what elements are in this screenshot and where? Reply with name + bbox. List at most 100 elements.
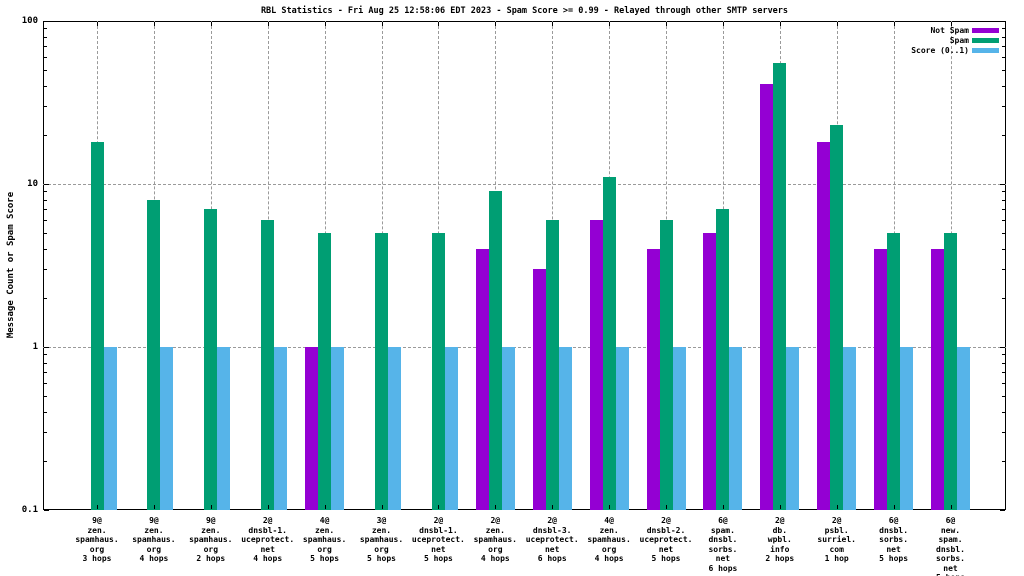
y-tick-mark (1000, 347, 1005, 348)
bar-not-spam (703, 233, 717, 510)
y-tick-mark (44, 46, 47, 48)
y-tick-mark (1002, 372, 1005, 374)
y-tick-mark (1002, 460, 1005, 462)
y-tick-mark (44, 248, 47, 250)
bar-score-0-1 (900, 347, 914, 510)
x-tick-mark (153, 505, 155, 509)
bar-spam (204, 209, 218, 510)
legend-row: Score (0..1) (911, 45, 999, 55)
x-tick-mark (438, 22, 440, 26)
bar-not-spam (646, 248, 660, 510)
bar-spam (431, 233, 445, 510)
legend: Not Spam Spam Score (0..1) (911, 26, 999, 55)
x-tick-mark (324, 505, 326, 509)
y-tick-mark (44, 297, 47, 299)
y-tick-mark (1002, 46, 1005, 48)
legend-row: Not Spam (911, 26, 999, 36)
x-tick-label: 2@ psbl. surriel. com 1 hop (817, 516, 856, 563)
x-tick-label: 2@ dnsbl-1. uceprotect. net 5 hops (411, 516, 465, 563)
bar-score-0-1 (786, 347, 800, 510)
bar-spam (488, 191, 502, 510)
legend-label: Not Spam (930, 26, 969, 36)
y-tick-mark (44, 106, 47, 108)
y-tick-mark (44, 21, 49, 22)
y-tick-mark (1002, 134, 1005, 136)
y-tick-mark (44, 432, 47, 434)
x-tick-mark (836, 505, 838, 509)
x-tick-mark (552, 22, 554, 26)
y-tick-mark (1000, 184, 1005, 185)
bar-score-0-1 (615, 347, 629, 510)
bar-score-0-1 (274, 347, 288, 510)
x-tick-mark (779, 505, 781, 509)
y-tick-mark (44, 36, 47, 38)
bar-spam (944, 233, 957, 510)
bar-spam (659, 220, 673, 510)
x-tick-mark (836, 22, 838, 26)
x-tick-mark (950, 505, 952, 509)
x-tick-mark (666, 22, 667, 26)
x-tick-label: 4@ zen. spamhaus. org 5 hops (302, 516, 347, 563)
y-tick-mark (1002, 36, 1005, 38)
bar-not-spam (817, 142, 831, 510)
legend-label: Spam (949, 36, 969, 46)
y-tick-mark (44, 347, 49, 348)
y-tick-mark (44, 396, 47, 398)
y-tick-mark (1002, 383, 1005, 385)
y-tick-mark (44, 209, 47, 211)
legend-row: Spam (911, 36, 999, 46)
y-tick-mark (44, 383, 47, 385)
y-tick-mark (1002, 269, 1005, 271)
bar-score-0-1 (103, 347, 117, 510)
y-tick-mark (44, 233, 47, 235)
y-tick-mark (44, 460, 47, 462)
y-tick-mark (44, 134, 47, 136)
bar-score-0-1 (957, 347, 970, 510)
bar-score-0-1 (217, 347, 231, 510)
horizontal-gridline (43, 184, 1006, 185)
x-tick-mark (495, 505, 497, 509)
y-tick-mark (44, 28, 47, 30)
y-tick-mark (1002, 191, 1005, 193)
y-tick-label: 1 (32, 342, 38, 352)
x-tick-label: 9@ zen. spamhaus. org 4 hops (132, 516, 176, 563)
chart-title: RBL Statistics - Fri Aug 25 12:58:06 EDT… (260, 6, 789, 16)
x-tick-label: 2@ dnsbl-1. uceprotect. net 4 hops (241, 516, 295, 563)
y-tick-mark (1002, 362, 1005, 364)
x-tick-label: 4@ zen. spamhaus. org 4 hops (587, 516, 631, 563)
x-tick-mark (552, 505, 554, 509)
x-tick-mark (722, 22, 724, 26)
bar-score-0-1 (331, 347, 345, 510)
x-tick-mark (609, 22, 611, 26)
bar-spam (716, 209, 730, 510)
x-tick-label: 6@ spam. dnsbl. sorbs. net 6 hops (708, 516, 738, 573)
bar-spam (887, 233, 901, 510)
y-tick-mark (1002, 106, 1005, 108)
y-tick-mark (1002, 233, 1005, 235)
y-axis-label: Message Count or Spam Score (6, 191, 16, 339)
y-tick-mark (1002, 199, 1005, 201)
x-tick-mark (324, 22, 326, 26)
x-tick-mark (950, 22, 952, 26)
bar-score-0-1 (444, 347, 458, 510)
x-tick-mark (722, 505, 724, 509)
x-tick-label: 3@ zen. spamhaus. org 5 hops (359, 516, 404, 563)
x-tick-mark (495, 22, 497, 26)
y-tick-mark (44, 57, 47, 59)
legend-swatch (972, 47, 999, 53)
x-tick-mark (381, 22, 383, 26)
bar-spam (375, 233, 388, 510)
x-tick-mark (210, 22, 212, 26)
y-tick-mark (44, 191, 47, 193)
y-tick-mark (44, 199, 47, 201)
y-tick-mark (44, 372, 47, 374)
y-tick-mark (44, 269, 47, 271)
y-tick-mark (44, 411, 47, 413)
bar-not-spam (475, 248, 489, 510)
bar-not-spam (589, 220, 603, 510)
y-tick-label: 100 (21, 16, 38, 26)
bar-score-0-1 (388, 347, 401, 510)
x-tick-mark (893, 22, 895, 26)
y-tick-mark (1002, 248, 1005, 250)
y-tick-mark (44, 510, 49, 511)
